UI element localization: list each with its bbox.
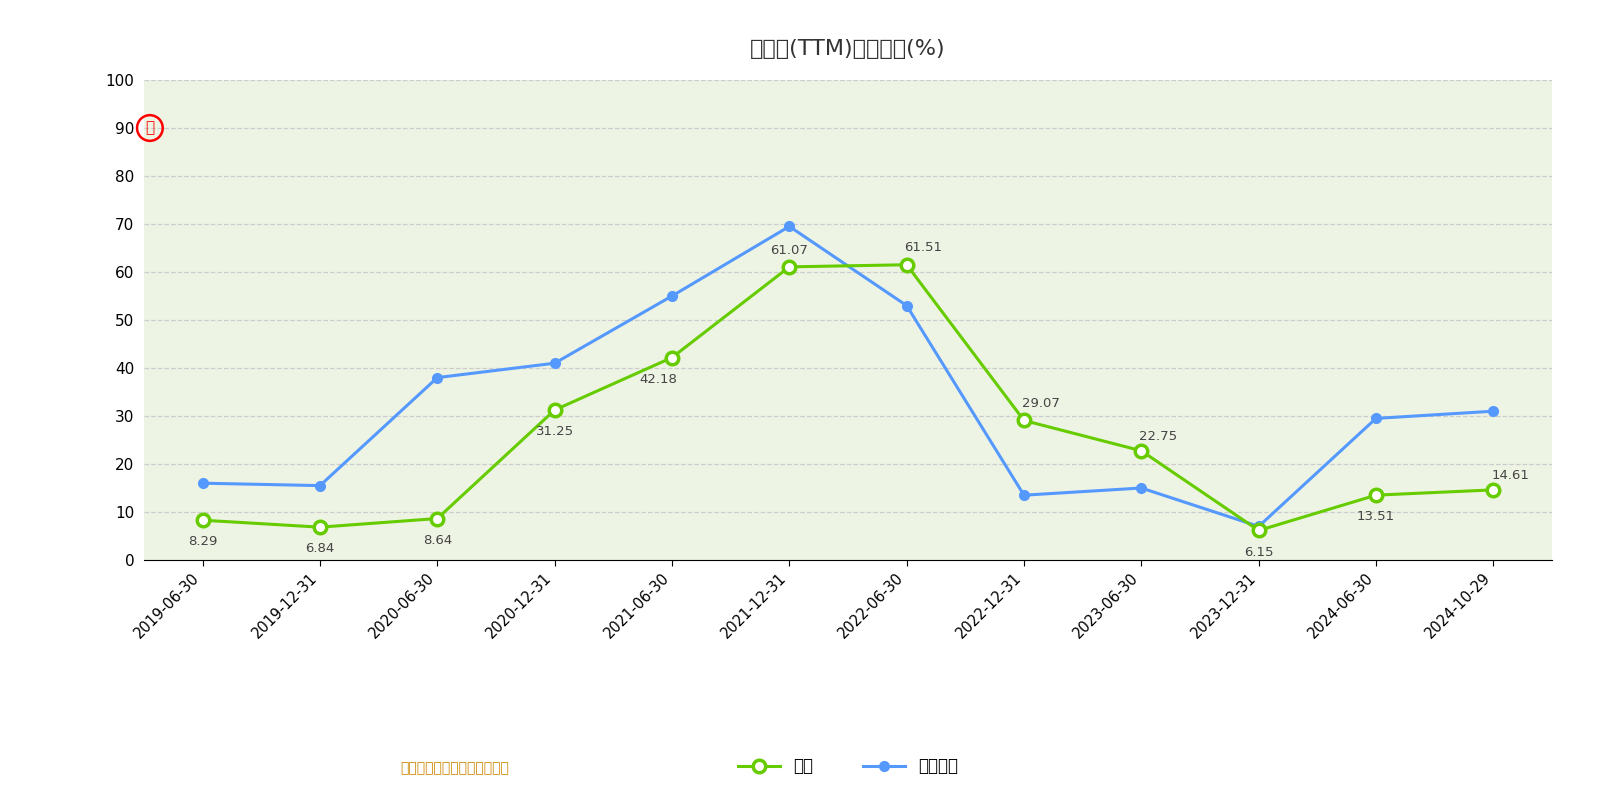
Text: 14.61: 14.61 bbox=[1491, 469, 1530, 482]
Text: 13.51: 13.51 bbox=[1357, 510, 1395, 523]
Text: 6.15: 6.15 bbox=[1243, 546, 1274, 558]
公司 bbox=[1483, 485, 1502, 494]
行业均值 bbox=[1014, 490, 1034, 500]
公司 bbox=[898, 260, 917, 270]
行业均值 bbox=[662, 291, 682, 301]
Text: 31.25: 31.25 bbox=[536, 425, 574, 438]
行业均值 bbox=[779, 222, 798, 231]
Title: 市销率(TTM)历史分位(%): 市销率(TTM)历史分位(%) bbox=[750, 39, 946, 59]
公司 bbox=[1366, 490, 1386, 500]
Line: 行业均值: 行业均值 bbox=[198, 222, 1498, 531]
行业均值 bbox=[898, 301, 917, 310]
Text: 61.51: 61.51 bbox=[904, 242, 942, 254]
Legend: 公司, 行业均值: 公司, 行业均值 bbox=[731, 750, 965, 782]
公司 bbox=[427, 514, 446, 523]
Text: 制图数据来自恒生聚源数据库: 制图数据来自恒生聚源数据库 bbox=[400, 761, 509, 775]
公司 bbox=[310, 522, 330, 532]
公司 bbox=[1250, 526, 1269, 535]
行业均值 bbox=[1131, 483, 1150, 493]
公司 bbox=[1014, 416, 1034, 426]
公司 bbox=[1131, 446, 1150, 456]
行业均值 bbox=[1366, 414, 1386, 423]
行业均值 bbox=[1250, 522, 1269, 531]
行业均值 bbox=[546, 358, 565, 368]
Text: 买: 买 bbox=[146, 121, 155, 135]
行业均值 bbox=[194, 478, 213, 488]
Text: 8.64: 8.64 bbox=[422, 534, 451, 546]
公司 bbox=[662, 353, 682, 362]
行业均值 bbox=[1483, 406, 1502, 416]
Text: 6.84: 6.84 bbox=[306, 542, 334, 555]
行业均值 bbox=[310, 481, 330, 490]
Text: 29.07: 29.07 bbox=[1022, 397, 1059, 410]
Text: 42.18: 42.18 bbox=[638, 373, 677, 386]
公司 bbox=[546, 405, 565, 414]
公司 bbox=[194, 515, 213, 525]
Text: 61.07: 61.07 bbox=[770, 243, 808, 257]
Text: 22.75: 22.75 bbox=[1139, 430, 1178, 443]
行业均值 bbox=[427, 373, 446, 382]
公司 bbox=[779, 262, 798, 272]
Text: 8.29: 8.29 bbox=[187, 535, 218, 548]
Line: 公司: 公司 bbox=[197, 258, 1499, 537]
